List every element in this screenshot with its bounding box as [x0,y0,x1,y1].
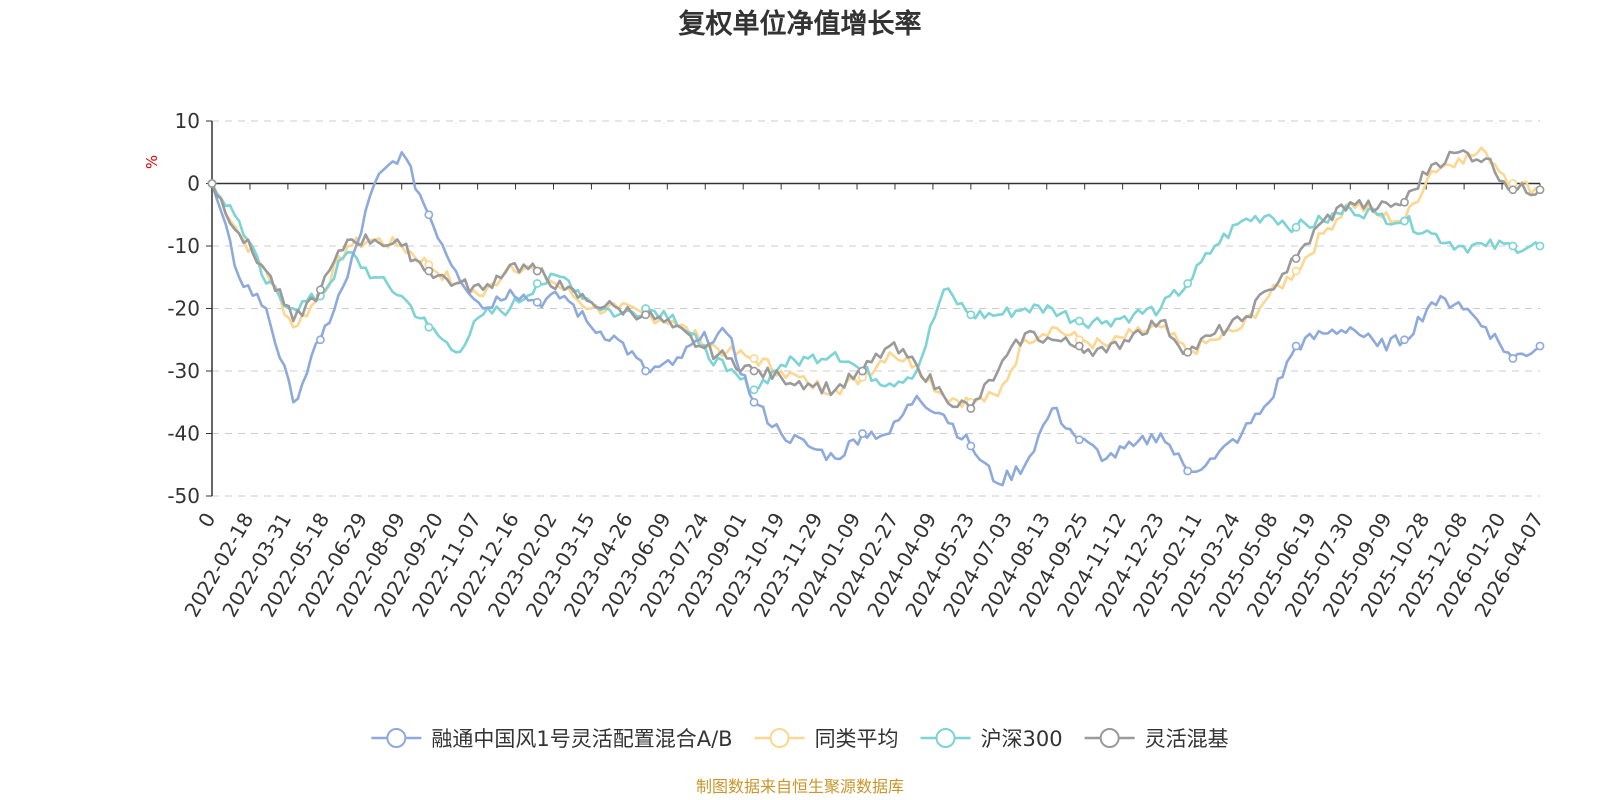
data-point [1508,185,1518,195]
y-axis-label: % [143,155,161,169]
data-point [1400,335,1409,345]
data-point [749,366,759,376]
y-tick-label: -20 [167,297,200,321]
data-point [316,335,325,345]
y-tick-label: -50 [167,484,200,508]
data-point [1074,341,1084,351]
series-line-2 [210,182,1541,395]
legend-label: 融通中国风1号灵活配置混合A/B [431,727,732,751]
data-point [532,297,542,307]
chart-title: 复权单位净值增长率 [679,8,922,40]
data-point [316,285,325,295]
series-line-0 [210,151,1541,487]
legend-marker-icon [1099,728,1120,748]
data-point [749,354,759,363]
series-lines [207,146,1545,487]
data-point [641,366,651,376]
y-tick-label: -40 [167,422,200,446]
data-point [1535,241,1545,251]
data-point [966,310,976,320]
y-tick-label: -30 [167,359,200,383]
data-point [1291,254,1301,263]
legend-item-2[interactable]: 沪深300 [920,727,1063,751]
data-point [207,179,217,188]
x-tick-label: 0 [193,509,220,532]
data-point [858,429,867,438]
data-point [424,322,434,332]
y-tick-label: 10 [175,109,200,133]
data-point [1535,185,1545,195]
data-point [1291,341,1301,351]
data-point [1183,279,1193,288]
data-point [858,366,867,376]
data-point [1291,222,1301,232]
legend-marker-icon [935,728,956,748]
data-point [1535,341,1545,351]
legend-label: 同类平均 [815,727,899,751]
data-point [1074,316,1084,326]
data-point [1183,347,1193,357]
data-point [966,404,976,413]
data-point [1400,197,1409,207]
data-point [1291,266,1301,276]
data-point [1400,216,1409,226]
series-line-3 [210,149,1541,410]
legend-label: 灵活混基 [1145,727,1229,751]
legend-item-3[interactable]: 灵活混基 [1084,727,1229,751]
data-point [532,266,542,276]
data-point [749,397,759,407]
y-tick-label: -10 [167,234,200,258]
series-line-1 [210,146,1541,409]
data-point [1183,466,1193,476]
data-point [1508,241,1518,251]
legend-label: 沪深300 [981,727,1063,751]
data-point [749,385,759,395]
data-source-note: 制图数据来自恒生聚源数据库 [696,777,904,796]
data-point [641,310,651,320]
legend-marker-icon [769,728,790,748]
data-point [966,441,976,451]
grid [212,120,1540,497]
legend-marker-icon [386,728,407,748]
legend[interactable]: 融通中国风1号灵活配置混合A/B 同类平均 沪深300 灵活混基 [371,727,1229,751]
legend-item-1[interactable]: 同类平均 [754,727,899,751]
legend-item-0[interactable]: 融通中国风1号灵活配置混合A/B [371,727,733,751]
data-point [532,279,542,288]
data-point [1508,354,1518,363]
data-point [424,210,434,220]
y-tick-label: 0 [187,172,200,196]
data-point [424,266,434,276]
data-point [1074,435,1084,445]
